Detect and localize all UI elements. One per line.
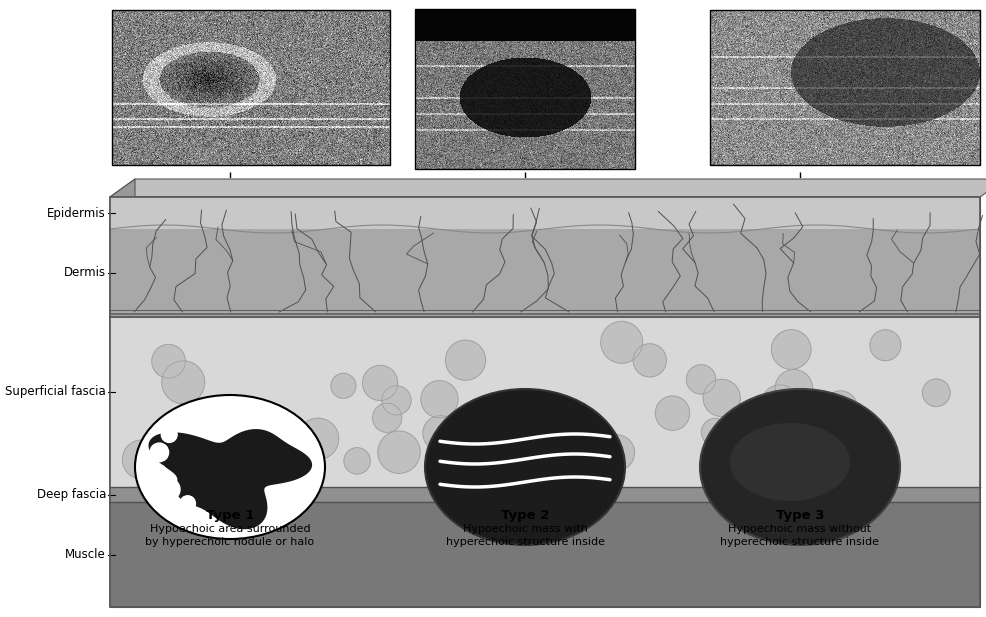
Text: Epidermis: Epidermis (47, 207, 106, 220)
Circle shape (775, 370, 812, 407)
Bar (110, 502, 980, 607)
Polygon shape (110, 179, 135, 607)
Bar (110, 487, 980, 502)
Circle shape (527, 452, 565, 491)
Circle shape (153, 465, 166, 478)
Bar (110, 197, 980, 607)
Text: Type 1: Type 1 (206, 509, 254, 522)
Circle shape (703, 379, 740, 416)
Text: Deep fascia: Deep fascia (36, 488, 106, 501)
Circle shape (656, 396, 689, 430)
Circle shape (633, 344, 667, 377)
Circle shape (159, 479, 180, 500)
Circle shape (599, 435, 635, 471)
Circle shape (701, 418, 729, 445)
Circle shape (150, 443, 169, 462)
Circle shape (378, 431, 420, 473)
Circle shape (423, 416, 458, 451)
Text: Muscle: Muscle (65, 548, 106, 561)
Circle shape (152, 344, 185, 378)
Ellipse shape (730, 423, 850, 501)
Circle shape (823, 391, 858, 425)
Circle shape (600, 321, 643, 363)
Circle shape (180, 496, 195, 511)
Bar (110, 197, 980, 607)
Ellipse shape (135, 395, 325, 539)
Polygon shape (149, 429, 313, 529)
Text: Hypoechoic mass without
hyperechoic structure inside: Hypoechoic mass without hyperechoic stru… (721, 524, 880, 547)
Text: Superficial fascia: Superficial fascia (5, 386, 106, 399)
Bar (110, 229, 980, 317)
Text: Type 3: Type 3 (776, 509, 824, 522)
Ellipse shape (700, 389, 900, 545)
Circle shape (178, 412, 197, 429)
Circle shape (421, 381, 458, 418)
Circle shape (373, 403, 401, 433)
Circle shape (686, 365, 716, 394)
Circle shape (923, 379, 951, 407)
Text: Hypoechoic area surrounded
by hyperechoic nodule or halo: Hypoechoic area surrounded by hyperechoi… (146, 524, 315, 547)
Circle shape (870, 329, 901, 361)
Bar (110, 317, 980, 487)
Polygon shape (110, 179, 986, 197)
Circle shape (382, 386, 411, 415)
Text: Dermis: Dermis (64, 267, 106, 280)
Bar (415, 9, 635, 169)
Circle shape (331, 373, 356, 399)
Bar (112, 10, 390, 165)
Circle shape (810, 434, 848, 473)
Bar (110, 197, 980, 229)
Circle shape (762, 385, 799, 421)
Circle shape (344, 448, 371, 474)
Circle shape (771, 329, 810, 369)
Ellipse shape (425, 389, 625, 545)
Circle shape (162, 426, 177, 442)
Text: Type 2: Type 2 (501, 509, 549, 522)
Circle shape (801, 453, 839, 491)
Circle shape (363, 365, 397, 400)
Text: Hypoechoic mass with
hyperechoic structure inside: Hypoechoic mass with hyperechoic structu… (446, 524, 604, 547)
Circle shape (162, 361, 205, 404)
Bar (710, 10, 980, 165)
Circle shape (122, 440, 162, 479)
Circle shape (259, 417, 298, 455)
Circle shape (446, 340, 485, 380)
Circle shape (298, 418, 339, 459)
